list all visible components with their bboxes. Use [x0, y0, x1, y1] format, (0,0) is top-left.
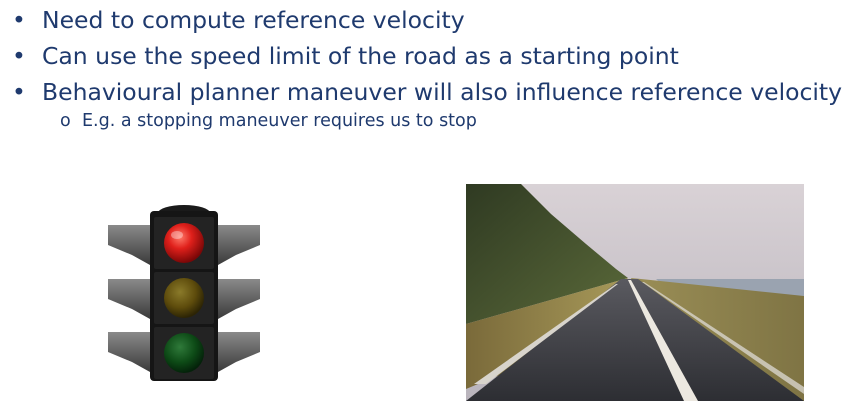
- bullet-marker: •: [12, 6, 26, 34]
- road-photo: [466, 184, 804, 401]
- bullet-item: • Need to compute reference velocity: [12, 5, 465, 35]
- bullet-text: Behavioural planner maneuver will also i…: [42, 78, 843, 106]
- sub-bullet-item: o E.g. a stopping maneuver requires us to…: [60, 109, 477, 133]
- bullet-text: Can use the speed limit of the road as a…: [42, 42, 679, 70]
- bullet-marker: •: [12, 42, 26, 70]
- bullet-marker: •: [12, 78, 26, 106]
- bullet-item: • Behavioural planner maneuver will also …: [12, 77, 842, 107]
- road-surface: [466, 279, 804, 401]
- sub-bullet-marker: o: [60, 111, 71, 131]
- green-light: [164, 333, 204, 373]
- hillside: [466, 184, 628, 324]
- bullet-text: Need to compute reference velocity: [42, 6, 465, 34]
- side-visors: [108, 225, 260, 372]
- sub-bullet-text: E.g. a stopping maneuver requires us to …: [82, 111, 477, 131]
- red-light: [164, 223, 204, 263]
- center-line: [628, 280, 698, 401]
- bullet-item: • Can use the speed limit of the road as …: [12, 41, 679, 71]
- amber-light: [164, 278, 204, 318]
- traffic-light-icon: [108, 205, 260, 381]
